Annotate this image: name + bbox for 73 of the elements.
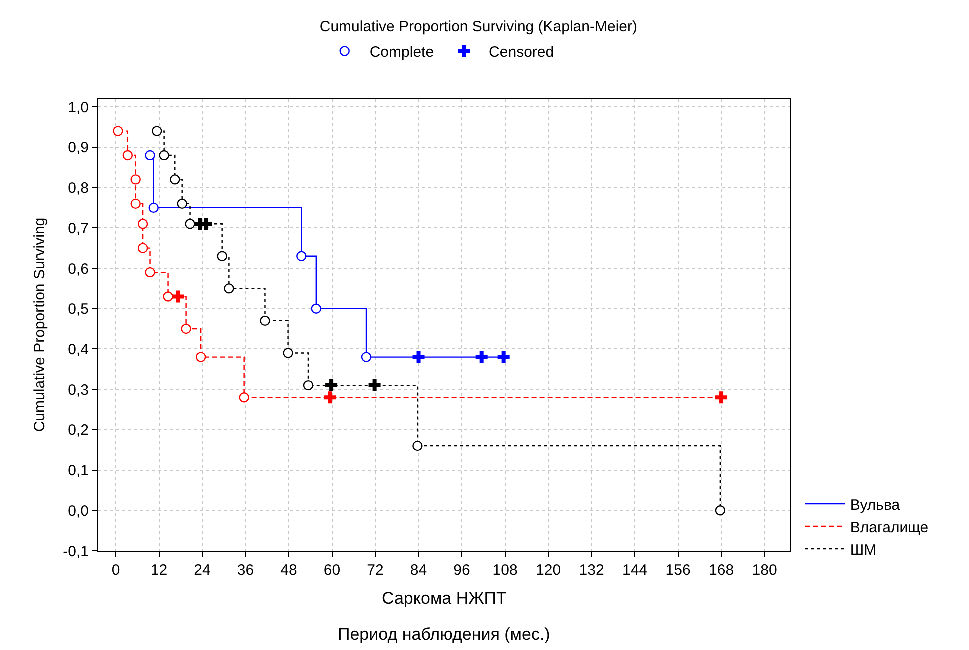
point — [148, 202, 159, 214]
x-tick-label: 120 — [536, 562, 562, 579]
y-tick-label: 0,7 — [68, 220, 89, 238]
y-tick-label: 0,0 — [68, 502, 89, 520]
x-tick-label: 108 — [492, 562, 518, 579]
point — [239, 392, 250, 403]
y-tick-label: 0,2 — [68, 422, 89, 440]
point — [181, 324, 192, 334]
x-tick-label: 72 — [367, 562, 384, 579]
point — [122, 150, 134, 161]
legend-label: Censored — [489, 44, 554, 62]
point — [113, 126, 124, 136]
y-tick-label: 0,8 — [68, 180, 89, 198]
chart-title: Cumulative Proportion Surviving (Kaplan-Meier) — [320, 18, 638, 36]
point — [152, 126, 162, 136]
point — [324, 392, 336, 404]
point — [224, 284, 234, 294]
point — [716, 392, 728, 404]
point — [361, 352, 372, 362]
x-tick-label: 12 — [150, 562, 168, 579]
point — [260, 316, 270, 326]
x-tick-label: 144 — [622, 562, 648, 579]
x-tick-label: 132 — [579, 562, 604, 579]
point — [498, 351, 510, 364]
x-tick-label: 168 — [709, 562, 734, 579]
point — [130, 198, 141, 210]
text: Саркома НЖПТ — [382, 589, 507, 608]
x-tick-label: 156 — [666, 562, 691, 579]
point — [170, 174, 180, 185]
point — [217, 251, 228, 262]
point — [130, 174, 141, 185]
point — [159, 150, 170, 161]
x-tick-label: 36 — [237, 562, 254, 579]
y-tick-label: -0,1 — [63, 543, 89, 560]
legend-label: Влагалище — [850, 519, 929, 536]
y-tick-label: 0,1 — [68, 462, 89, 480]
x-tick-label: 0 — [112, 562, 120, 579]
point — [177, 198, 188, 210]
legend-label: ШМ — [850, 542, 877, 559]
point — [368, 380, 381, 392]
x-tick-label: 180 — [752, 562, 778, 579]
point — [326, 380, 338, 392]
x-axis-title: Период наблюдения (мес.) — [338, 625, 550, 644]
legend-label: Вульва — [850, 496, 901, 514]
point — [145, 150, 156, 161]
point — [196, 352, 206, 362]
point — [715, 506, 726, 516]
x-tick-label: 96 — [454, 562, 470, 579]
x-tick-label: 24 — [194, 562, 211, 579]
point — [296, 251, 307, 262]
point — [185, 219, 196, 230]
point — [138, 219, 148, 230]
x-tick-label: 48 — [280, 562, 298, 579]
point — [476, 351, 488, 364]
point — [163, 292, 174, 302]
point — [412, 440, 423, 452]
point — [303, 380, 314, 391]
y-tick-label: 1,0 — [68, 99, 89, 116]
legend-label: Complete — [370, 44, 434, 62]
point — [138, 243, 148, 254]
y-tick-label: 0,6 — [68, 260, 89, 278]
y-tick-label: 0,3 — [68, 382, 89, 399]
y-tick-label: 0,5 — [68, 301, 89, 318]
point — [311, 304, 322, 314]
point — [172, 290, 184, 303]
y-tick-label: 0,4 — [68, 341, 89, 358]
x-tick-label: 84 — [410, 562, 428, 579]
point — [145, 267, 156, 278]
point — [283, 348, 294, 358]
y-axis-title: Cumulative Proportion Surviving — [31, 218, 48, 432]
x-tick-label: 60 — [324, 562, 341, 579]
y-tick-label: 0,9 — [68, 140, 89, 157]
point — [412, 351, 425, 364]
